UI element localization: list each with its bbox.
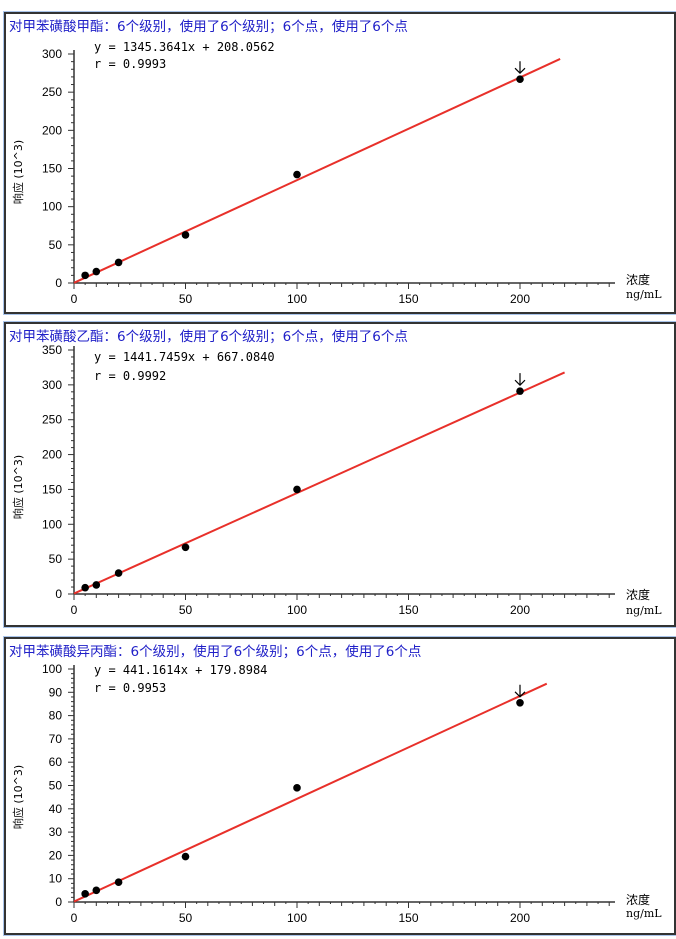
- x-tick-label: 50: [179, 911, 193, 925]
- regression-line: [73, 371, 566, 595]
- chart-panel-ethyl: 对甲苯磺酸乙酯：6个级别，使用了6个级别；6个点，使用了6个点 0 50 100 15…: [3, 321, 676, 628]
- chart-panel-isopropyl: 对甲苯磺酸异丙酯：6个级别，使用了6个级别；6个点，使用了6个点 0 50 100 1…: [3, 636, 676, 936]
- y-tick-label: 50: [49, 238, 63, 252]
- y-tick-label: 250: [42, 85, 62, 99]
- data-point: [516, 387, 524, 395]
- chart-panel-methyl: 对甲苯磺酸甲酯：6个级别，使用了6个级别；6个点，使用了6个点 0 50 100 15…: [3, 11, 676, 315]
- chart-title: 对甲苯磺酸甲酯：6个级别，使用了6个级别；6个点，使用了6个点: [9, 19, 408, 35]
- y-tick-label: 100: [42, 517, 62, 531]
- y-tick-label: 300: [42, 47, 62, 61]
- y-tick-label: 250: [42, 413, 62, 427]
- y-tick-label: 60: [49, 755, 63, 769]
- y-tick-label: 100: [42, 662, 62, 676]
- y-tick-label: 200: [42, 123, 62, 137]
- regression-equation: y = 1441.7459x + 667.0840: [94, 350, 275, 364]
- x-tick-label: 100: [287, 911, 307, 925]
- data-point: [92, 886, 101, 895]
- x-tick-label: 150: [398, 911, 418, 925]
- data-point: [181, 543, 190, 552]
- chart-plot: 0 50 100 150 200 0 50 100 150 200 250 300 350: [42, 343, 615, 617]
- x-tick-label: 200: [510, 603, 530, 617]
- chart-title: 对甲苯磺酸异丙酯：6个级别，使用了6个级别；6个点，使用了6个点: [9, 644, 422, 660]
- y-tick-label: 150: [42, 482, 62, 496]
- data-point: [114, 569, 123, 577]
- regression-line: [73, 682, 548, 903]
- x-axis-unit: ng/mL: [626, 604, 662, 617]
- y-tick-label: 200: [42, 448, 62, 462]
- y-tick-label: 0: [55, 895, 62, 909]
- data-point: [293, 784, 301, 792]
- data-point: [92, 267, 101, 276]
- y-tick-label: 0: [55, 276, 62, 290]
- y-tick-label: 0: [55, 587, 62, 601]
- x-axis-label: 浓度: [626, 273, 651, 287]
- data-point: [516, 75, 524, 83]
- chart-title: 对甲苯磺酸乙酯：6个级别，使用了6个级别；6个点，使用了6个点: [9, 329, 408, 345]
- y-tick-label: 50: [49, 552, 63, 566]
- data-point: [81, 583, 89, 592]
- data-point: [114, 878, 123, 886]
- regression-equation: y = 1345.3641x + 208.0562: [94, 40, 275, 54]
- chart-plot: 0 50 100 150 200 0 10 20 30 40 50 60 70 80 90 100: [42, 662, 615, 925]
- x-tick-label: 0: [71, 292, 78, 306]
- y-tick-label: 90: [49, 685, 63, 699]
- y-tick-label: 100: [42, 200, 62, 214]
- x-tick-label: 100: [287, 603, 307, 617]
- data-point: [81, 890, 89, 898]
- y-axis-label: 响应 (10^3): [12, 764, 25, 830]
- y-tick-label: 30: [49, 825, 63, 839]
- correlation-coefficient: r = 0.9992: [94, 369, 167, 383]
- data-point: [81, 271, 89, 280]
- correlation-coefficient: r = 0.9953: [94, 681, 167, 695]
- x-tick-label: 200: [510, 911, 530, 925]
- y-tick-label: 350: [42, 343, 62, 357]
- y-tick-label: 80: [49, 709, 63, 723]
- y-axis-label: 响应 (10^3): [12, 454, 25, 520]
- x-axis-label: 浓度: [626, 588, 651, 602]
- x-tick-label: 150: [398, 292, 418, 306]
- x-tick-label: 100: [287, 292, 307, 306]
- x-axis-unit: ng/mL: [626, 907, 662, 920]
- y-tick-label: 50: [49, 779, 63, 793]
- correlation-coefficient: r = 0.9993: [94, 57, 167, 71]
- data-point: [516, 698, 524, 707]
- x-tick-label: 200: [510, 292, 530, 306]
- data-point: [92, 581, 101, 589]
- regression-line: [73, 58, 561, 284]
- y-tick-label: 150: [42, 162, 62, 176]
- regression-equation: y = 441.1614x + 179.8984: [94, 663, 268, 677]
- y-tick-label: 40: [49, 802, 63, 816]
- arrow-down-icon: [514, 684, 526, 698]
- y-tick-label: 20: [49, 848, 63, 862]
- y-axis-label: 响应 (10^3): [12, 139, 25, 205]
- y-tick-label: 10: [49, 872, 63, 886]
- x-tick-label: 0: [71, 603, 78, 617]
- y-tick-label: 300: [42, 378, 62, 392]
- chart-plot: 0 50 100 150 200 0 50 100 150 200 250 300: [42, 47, 615, 306]
- x-tick-label: 50: [179, 603, 193, 617]
- data-point: [181, 231, 190, 239]
- data-point: [181, 852, 190, 861]
- arrow-down-icon: [514, 373, 526, 386]
- data-point: [114, 258, 123, 267]
- data-point: [293, 170, 301, 179]
- x-tick-label: 0: [71, 911, 78, 925]
- data-point: [293, 485, 301, 494]
- x-axis-label: 浓度: [626, 893, 651, 907]
- x-tick-label: 150: [398, 603, 418, 617]
- y-tick-label: 70: [49, 732, 63, 746]
- x-tick-label: 50: [179, 292, 193, 306]
- arrow-down-icon: [514, 61, 526, 75]
- x-axis-unit: ng/mL: [626, 288, 662, 301]
